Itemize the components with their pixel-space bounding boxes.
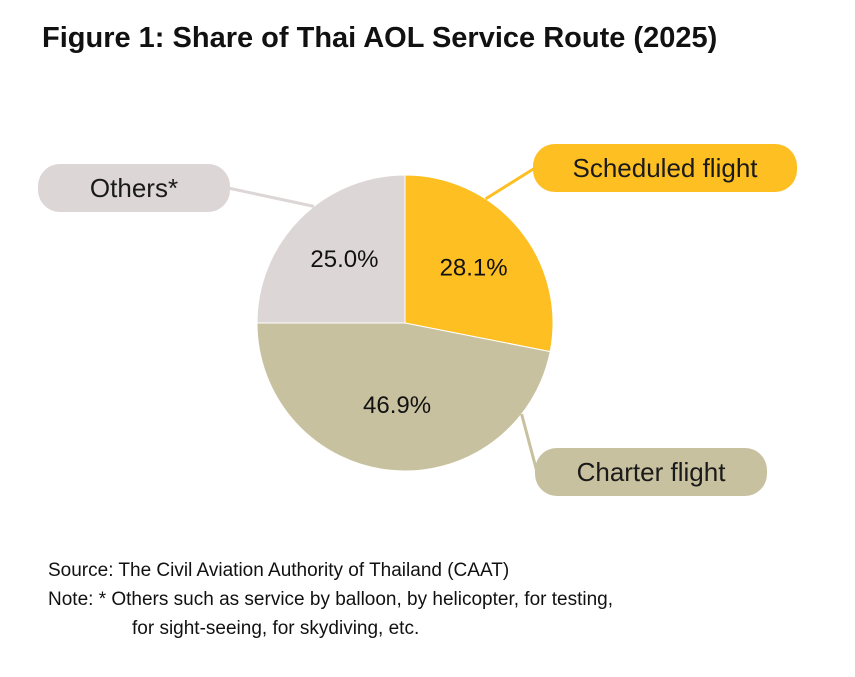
leader-line-others	[227, 186, 315, 208]
pie-chart-svg: Scheduled flight Charter flight Others* 28…	[38, 144, 797, 496]
callout-labels: Scheduled flight Charter flight Others*	[38, 144, 797, 496]
footnote-line-2: for sight-seeing, for skydiving, etc.	[132, 618, 420, 639]
chart-footer: Source: The Civil Aviation Authority of …	[48, 556, 613, 643]
callout-charter-flight: Charter flight	[535, 448, 767, 496]
legend-label-charter-flight: Charter flight	[577, 457, 727, 487]
pie-chart: Scheduled flight Charter flight Others* 28…	[0, 120, 855, 540]
callout-box-scheduled-flight	[533, 144, 797, 192]
callout-leader-lines	[227, 166, 539, 473]
footnote-line-1: Note: * Others such as service by balloo…	[48, 589, 614, 610]
leader-line-scheduled-flight	[484, 166, 536, 201]
source-note: Source: The Civil Aviation Authority of …	[48, 560, 510, 581]
pie-slices	[256, 174, 554, 472]
pie-slice-charter-flight	[256, 322, 551, 472]
legend-label-scheduled-flight: Scheduled flight	[572, 153, 758, 183]
pie-slice-scheduled-flight	[404, 174, 554, 353]
slice-value-labels: 28.1% 46.9% 25.0%	[310, 246, 507, 419]
callout-scheduled-flight: Scheduled flight	[533, 144, 797, 192]
slice-value-label-charter-flight: 46.9%	[363, 392, 431, 419]
leader-line-charter-flight	[520, 413, 539, 473]
slice-value-label-others: 25.0%	[310, 246, 378, 273]
chart-title: Figure 1: Share of Thai AOL Service Rout…	[42, 22, 718, 54]
callout-box-charter-flight	[535, 448, 767, 496]
callout-others: Others*	[38, 164, 230, 212]
pie-slice-others	[256, 174, 406, 324]
slice-value-label-scheduled-flight: 28.1%	[440, 255, 508, 282]
callout-box-others	[38, 164, 230, 212]
legend-label-others: Others*	[90, 173, 178, 203]
